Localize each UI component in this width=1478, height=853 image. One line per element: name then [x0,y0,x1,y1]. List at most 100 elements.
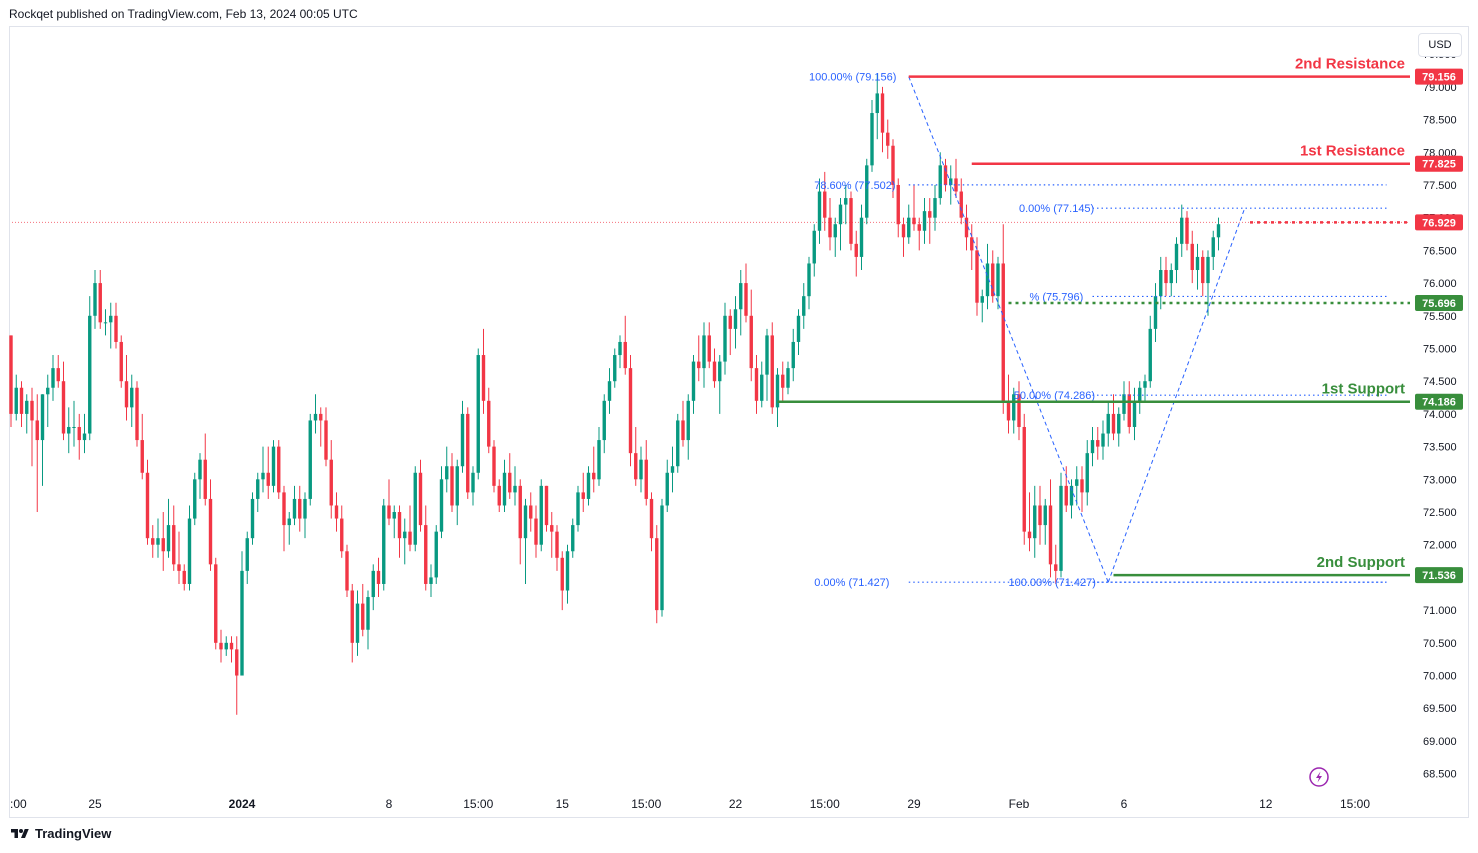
candle [550,512,554,558]
candle [970,224,974,271]
candle [901,217,906,257]
candle [145,459,150,545]
candle [387,479,391,526]
candle [576,485,580,532]
price-tick-label: 70.500 [1423,638,1457,650]
time-tick-label: Feb [1009,797,1030,811]
candle [98,270,102,329]
candle [1190,230,1194,284]
candle [922,198,927,244]
candle [93,270,97,329]
candle [1054,544,1058,584]
candle [823,171,827,231]
candle [865,158,869,225]
candle [376,557,381,598]
price-tick-label: 74.500 [1423,376,1457,388]
candle [187,505,192,591]
candle [529,492,533,532]
candle [854,230,858,277]
candle [256,472,260,513]
tradingview-footer[interactable]: TradingView [10,826,111,841]
tradingview-logo-icon [11,828,29,838]
candle [660,498,664,617]
candle [933,184,937,231]
candle [303,492,307,539]
svg-text:79.156: 79.156 [1422,72,1456,84]
price-tick-label: 73.500 [1423,442,1457,454]
level-price-badge: 79.156 [1415,68,1463,85]
fib-level-label: 78.60% (77.502) [814,180,895,192]
candle [492,440,496,493]
candle [240,551,244,676]
candle [828,198,832,251]
time-tick-label: 15 [556,797,570,811]
candle [350,583,354,663]
time-axis[interactable]: :00 25 2024 8 15:00 15 15:00 22 15:00 29 Feb 6 12 15:… [10,797,1370,811]
price-tick-label: 68.500 [1423,769,1457,781]
candle [1033,485,1037,558]
candle [298,485,302,532]
candle [991,250,995,303]
candle [791,328,795,382]
chart-frame [9,26,1469,818]
currency-button[interactable]: USD [1418,33,1462,57]
candle [1059,472,1063,578]
fib-level-label: 0.00% (71.427) [814,577,889,589]
time-tick-label: 2024 [229,797,256,811]
candle [670,446,675,493]
candle [1185,211,1189,251]
candle [665,459,669,513]
candle [1006,374,1011,434]
candle [135,381,139,447]
candle [628,355,633,467]
svg-text:76.929: 76.929 [1422,217,1456,229]
candle [35,394,39,513]
price-badges-group: 79.156 77.825 74.186 71.536 76.929 75.696 [1415,68,1463,584]
candle [1174,237,1179,284]
candle [707,322,711,369]
candle [817,178,822,244]
candle [928,198,932,244]
candle [597,426,601,486]
candle [907,204,911,244]
fib-level-label: 100.00% (79.156) [809,72,896,84]
lightning-icon[interactable] [1309,767,1329,787]
candle [1180,204,1184,257]
candle [166,498,171,558]
time-tick-label: 25 [88,797,102,811]
candle [67,407,71,454]
candle [114,302,118,349]
candle [261,446,265,493]
candle [1127,381,1131,434]
candle [796,309,801,356]
candle [224,636,228,656]
candle [324,407,328,467]
candle [686,394,690,460]
candle [392,505,396,539]
candle [518,479,522,565]
price-tick-label: 72.500 [1423,507,1457,519]
candle [891,139,895,199]
candle [408,505,412,552]
candle [886,119,890,159]
candle [1027,492,1032,552]
candle [418,459,423,532]
candle [954,158,958,199]
candle [586,466,591,506]
svg-text:74.186: 74.186 [1422,397,1456,409]
level-price-badge: 74.186 [1415,393,1463,410]
candle [618,335,622,369]
candle [1106,400,1110,447]
candle [838,198,843,251]
candle [156,518,160,558]
price-tick-label: 74.000 [1423,409,1457,421]
candle [308,413,312,506]
candle [1164,256,1168,297]
candle [1075,466,1079,506]
candle [403,518,407,565]
candle [565,544,570,604]
candle [1064,466,1068,513]
time-tick-label: 6 [1121,797,1128,811]
candle [1169,263,1173,297]
